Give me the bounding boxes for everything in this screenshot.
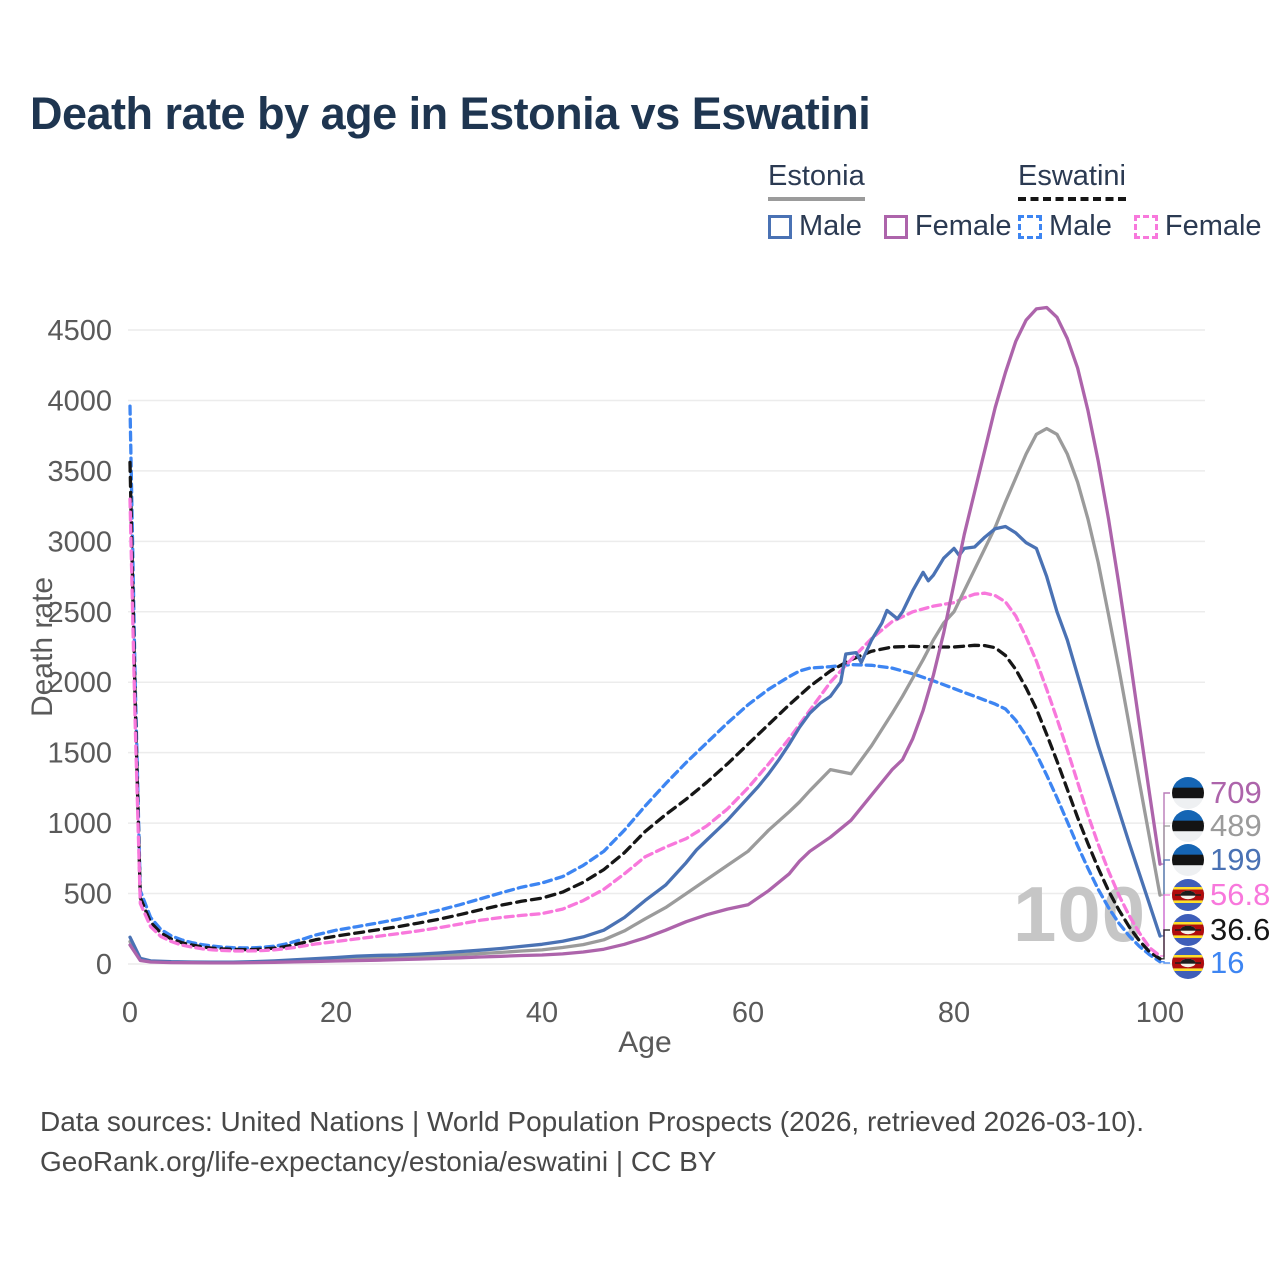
- legend-swatch-eswatini-female-icon: [1133, 214, 1158, 239]
- series-line-eswatini-female[interactable]: [128, 497, 1162, 958]
- watermark-hover-age: 100: [1013, 870, 1146, 958]
- legend-item-estonia-female[interactable]: Female: [883, 210, 1012, 243]
- y-tick-label: 4000: [47, 385, 112, 417]
- legend-group-eswatini: Eswatini Male Female: [1018, 160, 1262, 243]
- legend-label-eswatini-female: Female: [1164, 210, 1262, 242]
- x-tick-label: 80: [938, 997, 970, 1029]
- legend-item-eswatini-male[interactable]: Male: [1018, 210, 1112, 243]
- y-tick-label: 1000: [47, 808, 112, 840]
- flag-estonia-icon: [1172, 844, 1204, 876]
- legend-header-eswatini: Eswatini: [1018, 160, 1126, 201]
- legend-swatch-estonia-female-icon: [883, 214, 908, 239]
- y-tick-label: 1500: [47, 738, 112, 770]
- end-label-leader-line: [1160, 894, 1170, 957]
- y-tick-label: 500: [64, 879, 112, 911]
- chart-canvas[interactable]: 1000500100015002000250030003500400045000…: [0, 260, 1280, 1080]
- legend-label-estonia-male: Male: [799, 210, 862, 242]
- x-axis-title: Age: [618, 1026, 671, 1059]
- series-line-eswatini-male[interactable]: [128, 404, 1162, 964]
- flag-eswatini-icon: [1172, 914, 1204, 946]
- y-axis-title: Death rate: [26, 577, 59, 717]
- x-tick-label: 60: [732, 997, 764, 1029]
- series-line-estonia-female[interactable]: [128, 305, 1162, 965]
- legend-item-eswatini-female[interactable]: Female: [1133, 210, 1262, 243]
- legend-label-estonia-female: Female: [914, 210, 1012, 242]
- series-end-value-709: 709: [1210, 775, 1262, 810]
- x-tick-label: 100: [1136, 997, 1184, 1029]
- end-label-leader-line: [1160, 961, 1170, 964]
- flag-eswatini-icon: [1172, 879, 1204, 911]
- end-label-leader-line: [1160, 859, 1170, 937]
- series-end-value-36.6: 36.6: [1210, 912, 1270, 947]
- y-tick-label: 4500: [47, 315, 112, 347]
- series-end-value-199: 199: [1210, 842, 1262, 877]
- y-tick-label: 2000: [47, 667, 112, 699]
- y-tick-label: 3000: [47, 526, 112, 558]
- end-label-leader-line: [1160, 929, 1170, 960]
- legend-swatch-eswatini-male-icon: [1018, 214, 1042, 239]
- legend-group-estonia: Estonia Male Female: [768, 160, 1012, 243]
- legend-item-estonia-male[interactable]: Male: [768, 210, 862, 243]
- chart-title: Death rate by age in Estonia vs Eswatini: [30, 88, 871, 139]
- footer-attribution-link[interactable]: GeoRank.org/life-expectancy/estonia/eswa…: [40, 1146, 717, 1177]
- legend-swatch-estonia-male-icon: [768, 214, 792, 239]
- legend-header-estonia: Estonia: [768, 160, 865, 201]
- flag-estonia-icon: [1172, 810, 1204, 842]
- y-tick-label: 2500: [47, 597, 112, 629]
- y-tick-label: 0: [96, 949, 112, 981]
- flag-estonia-icon: [1172, 777, 1204, 809]
- series-line-estonia-male[interactable]: [128, 524, 1162, 964]
- x-tick-label: 0: [122, 997, 138, 1029]
- footer-data-sources: Data sources: United Nations | World Pop…: [40, 1106, 1145, 1137]
- y-tick-label: 3500: [47, 456, 112, 488]
- series-end-value-56.8: 56.8: [1210, 877, 1270, 912]
- x-tick-label: 40: [526, 997, 558, 1029]
- series-line-estonia-both-sexes[interactable]: [128, 426, 1162, 965]
- x-tick-label: 20: [320, 997, 352, 1029]
- series-end-value-16: 16: [1210, 945, 1244, 980]
- legend-label-eswatini-male: Male: [1049, 210, 1112, 242]
- series-end-value-489: 489: [1210, 808, 1262, 843]
- flag-eswatini-icon: [1172, 947, 1204, 979]
- end-label-leader-line: [1160, 792, 1170, 865]
